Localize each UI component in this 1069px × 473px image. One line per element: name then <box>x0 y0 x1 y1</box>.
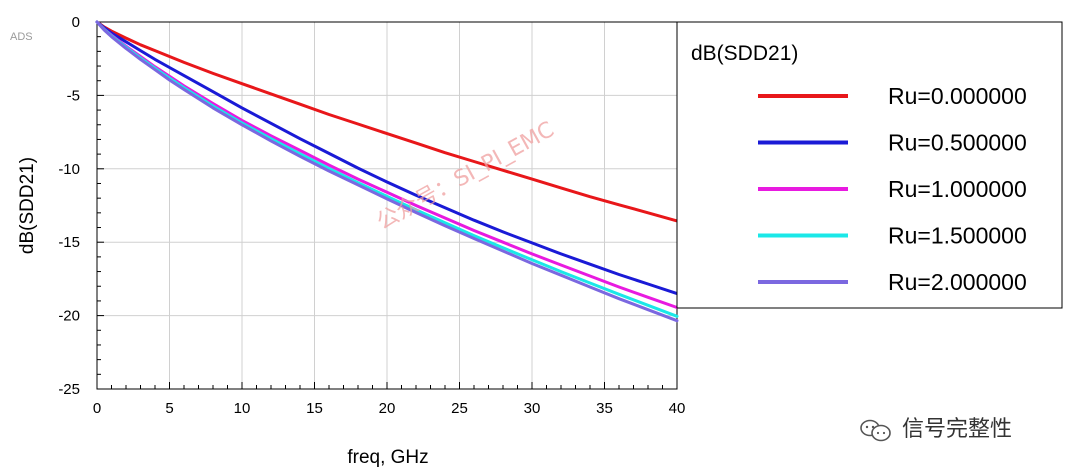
legend-label: Ru=0.000000 <box>888 83 1027 109</box>
x-tick-label: 35 <box>596 400 613 417</box>
legend-label: Ru=1.500000 <box>888 223 1027 249</box>
x-tick-label: 5 <box>165 400 173 417</box>
y-tick-label: 0 <box>72 14 80 31</box>
x-tick-label: 10 <box>234 400 251 417</box>
wechat-icon <box>860 419 891 442</box>
legend: dB(SDD21) Ru=0.000000 Ru=0.500000 Ru=1.000… <box>676 21 1063 309</box>
series-line <box>95 20 679 296</box>
y-tick-labels: 0 -5 -10 -15 -20 -25 <box>58 14 80 398</box>
legend-label: Ru=1.000000 <box>888 176 1027 202</box>
y-tick-label: -5 <box>67 87 80 104</box>
y-tick-label: -25 <box>58 381 80 398</box>
x-tick-label: 15 <box>306 400 323 417</box>
y-axis-title: dB(SDD21) <box>17 157 38 254</box>
x-tick-label: 30 <box>524 400 541 417</box>
legend-entries: Ru=0.000000 Ru=0.500000 Ru=1.000000 Ru=1.50… <box>758 83 1027 295</box>
wechat-logo: 信号完整性 <box>860 417 1012 442</box>
series-line <box>95 20 679 323</box>
series-lines <box>95 20 679 323</box>
logo-text: 信号完整性 <box>902 417 1012 442</box>
x-tick-label: 25 <box>451 400 468 417</box>
legend-label: Ru=2.000000 <box>888 269 1027 295</box>
y-tick-label: -10 <box>58 161 80 178</box>
x-tick-labels: 0 5 10 15 20 25 30 35 40 <box>93 400 686 417</box>
x-tick-label: 40 <box>669 400 686 417</box>
x-tick-label: 0 <box>93 400 101 417</box>
minor-ticks <box>96 21 678 390</box>
x-tick-label: 20 <box>379 400 396 417</box>
ads-brand-tag: ADS <box>10 31 33 43</box>
legend-label: Ru=0.500000 <box>888 130 1027 156</box>
legend-box <box>676 21 1063 309</box>
series-line <box>95 20 679 223</box>
x-axis-title: freq, GHz <box>347 447 428 468</box>
y-tick-label: -20 <box>58 308 80 325</box>
y-tick-label: -15 <box>58 234 80 251</box>
legend-title: dB(SDD21) <box>691 42 798 65</box>
